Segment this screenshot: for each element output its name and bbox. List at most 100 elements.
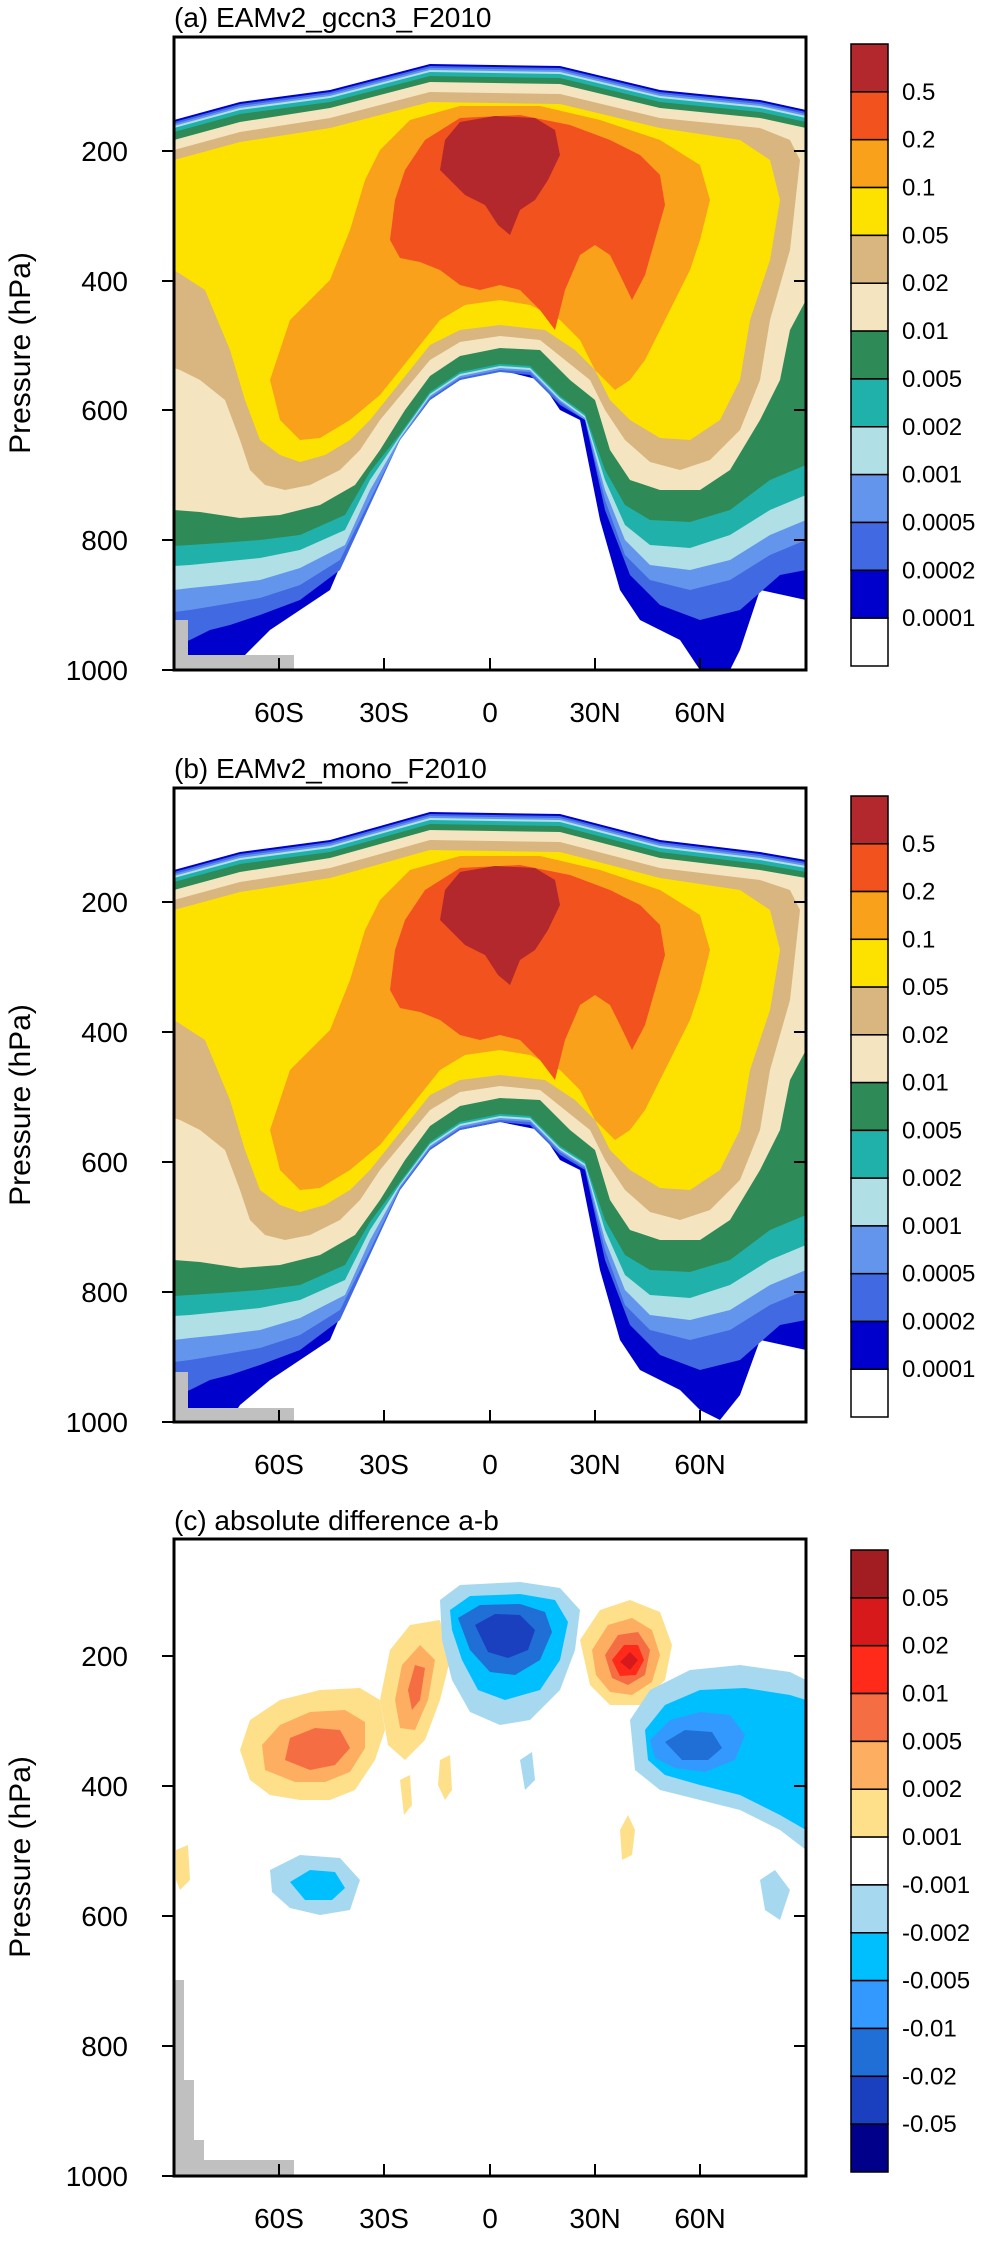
panel-c-xticks: 60S 30S 0 30N 60N <box>254 2164 726 2234</box>
terrain-mask <box>174 655 294 670</box>
colorbar-swatch <box>850 1884 889 1934</box>
colorbar-label: -0.001 <box>902 1872 970 1899</box>
panel-c-title: (c) absolute difference a-b <box>174 1505 499 1536</box>
panel-b-ytick-200: 200 <box>81 887 128 918</box>
colorbar-label: 0.05 <box>902 974 949 1001</box>
band-0.5 <box>440 866 560 985</box>
panel-c-yticks: 200 400 600 800 1000 <box>66 1641 806 2192</box>
colorbar-label: 0.005 <box>902 1117 962 1144</box>
colorbar-label: -0.01 <box>902 2015 957 2042</box>
colorbar-swatch <box>850 795 889 845</box>
colorbar-label: 0.2 <box>902 127 935 154</box>
panel-a-colorbar: 0.5 0.2 0.1 0.05 0.02 0.01 0.005 0.002 0.001 0.00… <box>850 43 975 667</box>
panel-b-colorbar: 0.5 0.2 0.1 0.05 0.02 0.01 0.005 0.002 0.001 0.00… <box>850 795 975 1418</box>
colorbar-swatch <box>850 2123 889 2173</box>
colorbar-label: 0.001 <box>902 1213 962 1240</box>
colorbar-swatch <box>850 569 889 619</box>
panel-c-xtick-30N: 30N <box>569 2203 620 2234</box>
colorbar-label: 0.0005 <box>902 1261 975 1288</box>
panel-b-xtick-60N: 60N <box>674 1449 725 1480</box>
colorbar-label: 0.002 <box>902 1165 962 1192</box>
colorbar-swatch <box>850 1644 889 1695</box>
colorbar-swatch <box>850 1692 889 1743</box>
colorbar-swatch <box>850 1368 889 1418</box>
colorbar-label: 0.1 <box>902 926 935 953</box>
panel-c-ytick-600: 600 <box>81 1901 128 1932</box>
colorbar-label: 0.005 <box>902 1728 962 1755</box>
colorbar-label: 0.0001 <box>902 605 975 632</box>
panel-a-xtick-30S: 30S <box>359 697 409 728</box>
colorbar-label: -0.005 <box>902 1968 970 1995</box>
colorbar-swatch <box>850 1740 889 1790</box>
panel-a-ytick-600: 600 <box>81 395 128 426</box>
panel-b-xtick-0: 0 <box>482 1449 498 1480</box>
colorbar-label: 0.0005 <box>902 509 975 536</box>
colorbar-swatch <box>850 1081 889 1132</box>
panel-b-ytick-800: 800 <box>81 1277 128 1308</box>
colorbar-label: 0.05 <box>902 1585 949 1612</box>
panel-b-ylabel: Pressure (hPa) <box>4 1004 37 1206</box>
colorbar-swatch <box>850 1034 889 1084</box>
colorbar-label: 0.5 <box>902 79 935 106</box>
colorbar-swatch <box>850 378 889 428</box>
colorbar-swatch <box>850 473 889 524</box>
panel-a-xtick-30N: 30N <box>569 697 620 728</box>
colorbar-swatch <box>850 938 889 988</box>
colorbar-label: 0.0002 <box>902 1308 975 1335</box>
colorbar-swatch <box>850 521 889 572</box>
colorbar-swatch <box>850 617 889 667</box>
band-0.5 <box>440 116 560 235</box>
colorbar-label: 0.01 <box>902 1070 949 1097</box>
panel-a-yticks: 200 400 600 800 1000 <box>66 136 806 686</box>
colorbar-swatch <box>850 1836 889 1886</box>
panel-b-xtick-60S: 60S <box>254 1449 304 1480</box>
colorbar-label: -0.002 <box>902 1920 970 1947</box>
panel-b-xtick-30S: 30S <box>359 1449 409 1480</box>
colorbar-label: 0.002 <box>902 414 962 441</box>
colorbar-swatch <box>850 1320 889 1370</box>
colorbar-label: 0.5 <box>902 831 935 858</box>
panel-c-xtick-0: 0 <box>482 2203 498 2234</box>
panel-b-ytick-1000: 1000 <box>66 1407 128 1438</box>
colorbar-label: 0.1 <box>902 175 935 202</box>
panel-a-ytick-200: 200 <box>81 136 128 167</box>
colorbar-swatch <box>850 1549 889 1599</box>
panel-a: (a) EAMv2_gccn3_F2010 Pressure (hPa) <box>4 2 975 728</box>
colorbar-swatch <box>850 843 889 893</box>
colorbar-swatch <box>850 234 889 284</box>
colorbar-swatch <box>850 1788 889 1838</box>
terrain-mask-2 <box>174 1372 188 1422</box>
panel-a-ylabel: Pressure (hPa) <box>4 252 37 454</box>
panel-c-colorbar: 0.05 0.02 0.01 0.005 0.002 0.001 -0.001 -0.002 -… <box>850 1549 970 2173</box>
colorbar-label: 0.02 <box>902 270 949 297</box>
panel-c-ylabel: Pressure (hPa) <box>4 1756 37 1958</box>
panel-b-ytick-400: 400 <box>81 1017 128 1048</box>
colorbar-swatch <box>850 330 889 380</box>
colorbar-swatch <box>850 1597 889 1647</box>
panel-c-xtick-60N: 60N <box>674 2203 725 2234</box>
colorbar-label: 0.002 <box>902 1776 962 1803</box>
colorbar-swatch <box>850 1932 889 1982</box>
colorbar-label: 0.01 <box>902 1681 949 1708</box>
panel-a-xtick-60S: 60S <box>254 697 304 728</box>
colorbar-swatch <box>850 890 889 941</box>
terrain-mask <box>174 1980 294 2176</box>
panel-a-ytick-800: 800 <box>81 525 128 556</box>
panel-a-ytick-400: 400 <box>81 266 128 297</box>
panel-c-ytick-1000: 1000 <box>66 2161 128 2192</box>
colorbar-label: 0.01 <box>902 318 949 345</box>
terrain-mask-2 <box>174 620 188 670</box>
colorbar-swatch <box>850 138 889 189</box>
colorbar-swatch <box>850 1272 889 1323</box>
panel-b-title: (b) EAMv2_mono_F2010 <box>174 753 487 784</box>
colorbar-label: 0.001 <box>902 1824 962 1851</box>
panel-b: (b) EAMv2_mono_F2010 Pressure (hPa) 2 <box>4 753 975 1480</box>
colorbar-swatch <box>850 986 889 1036</box>
panel-b-yticks: 200 400 600 800 1000 <box>66 887 806 1438</box>
panel-c-ytick-400: 400 <box>81 1771 128 1802</box>
panel-c-xtick-60S: 60S <box>254 2203 304 2234</box>
colorbar-label: 0.005 <box>902 366 962 393</box>
colorbar-swatch <box>850 2075 889 2125</box>
panel-a-xticks: 60S 30S 0 30N 60N <box>254 658 726 728</box>
